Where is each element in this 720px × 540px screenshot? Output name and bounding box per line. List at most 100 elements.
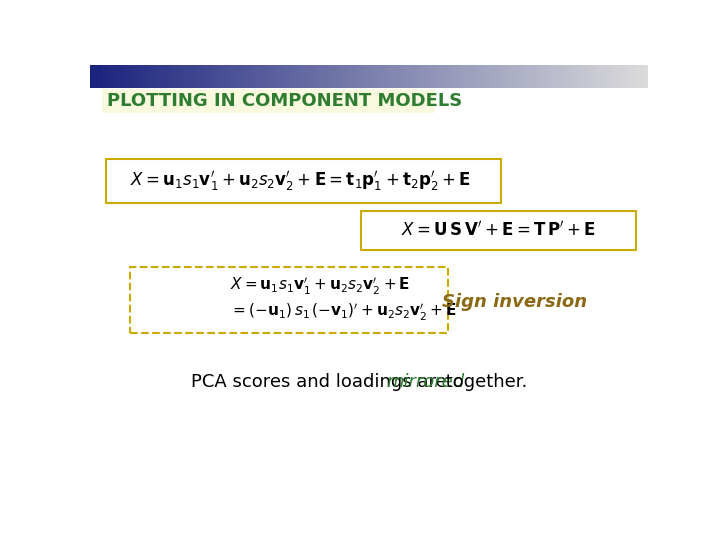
- Bar: [220, 65, 221, 88]
- Bar: [603, 65, 604, 88]
- Bar: [608, 65, 609, 88]
- Bar: [436, 65, 437, 88]
- Bar: [634, 65, 635, 88]
- Bar: [380, 65, 381, 88]
- Bar: [400, 65, 401, 88]
- Bar: [333, 65, 334, 88]
- Bar: [236, 65, 238, 88]
- Bar: [367, 65, 368, 88]
- Bar: [572, 65, 573, 88]
- Bar: [565, 65, 566, 88]
- Bar: [154, 65, 155, 88]
- Bar: [386, 65, 387, 88]
- Bar: [176, 65, 177, 88]
- Bar: [489, 65, 490, 88]
- Bar: [287, 65, 289, 88]
- Bar: [112, 65, 113, 88]
- Bar: [465, 65, 466, 88]
- Text: $X = \mathbf{u}_1 s_1 \mathbf{v}_1' + \mathbf{u}_2 s_2 \mathbf{v}_2' + \mathbf{E: $X = \mathbf{u}_1 s_1 \mathbf{v}_1' + \m…: [230, 276, 410, 297]
- Bar: [393, 65, 394, 88]
- Bar: [641, 65, 642, 88]
- Bar: [502, 65, 503, 88]
- Bar: [392, 65, 393, 88]
- Bar: [217, 65, 218, 88]
- Bar: [590, 65, 591, 88]
- Bar: [353, 65, 354, 88]
- Bar: [456, 65, 457, 88]
- Bar: [113, 65, 114, 88]
- Bar: [561, 65, 562, 88]
- Bar: [637, 65, 638, 88]
- Bar: [626, 65, 627, 88]
- Bar: [600, 65, 601, 88]
- Bar: [250, 65, 251, 88]
- Bar: [200, 65, 201, 88]
- Bar: [226, 65, 228, 88]
- Bar: [201, 65, 202, 88]
- Bar: [441, 65, 442, 88]
- Bar: [334, 65, 335, 88]
- Bar: [183, 65, 184, 88]
- Bar: [599, 65, 600, 88]
- Bar: [583, 65, 584, 88]
- Bar: [471, 65, 472, 88]
- Bar: [452, 65, 453, 88]
- Bar: [332, 65, 333, 88]
- Bar: [518, 65, 519, 88]
- Bar: [631, 65, 632, 88]
- Bar: [617, 65, 618, 88]
- Bar: [532, 65, 533, 88]
- Bar: [536, 65, 537, 88]
- Bar: [109, 65, 110, 88]
- Bar: [412, 65, 413, 88]
- Bar: [381, 65, 382, 88]
- Bar: [103, 65, 104, 88]
- Bar: [374, 65, 375, 88]
- Bar: [373, 65, 374, 88]
- Bar: [467, 65, 468, 88]
- Bar: [238, 65, 239, 88]
- Bar: [149, 65, 150, 88]
- Bar: [150, 65, 151, 88]
- Bar: [311, 65, 312, 88]
- Bar: [174, 65, 175, 88]
- Bar: [500, 65, 502, 88]
- Bar: [345, 65, 346, 88]
- Bar: [269, 65, 270, 88]
- Bar: [339, 65, 340, 88]
- Bar: [263, 65, 264, 88]
- Bar: [198, 65, 199, 88]
- Bar: [496, 65, 497, 88]
- Bar: [289, 65, 290, 88]
- Bar: [559, 65, 560, 88]
- Bar: [286, 65, 287, 88]
- Bar: [384, 65, 385, 88]
- Bar: [178, 65, 179, 88]
- Bar: [628, 65, 629, 88]
- Bar: [418, 65, 419, 88]
- Bar: [594, 65, 595, 88]
- Bar: [114, 65, 116, 88]
- Bar: [568, 65, 569, 88]
- Bar: [107, 65, 108, 88]
- Bar: [231, 65, 232, 88]
- Bar: [97, 65, 98, 88]
- Bar: [102, 65, 103, 88]
- Bar: [191, 65, 192, 88]
- Bar: [498, 65, 499, 88]
- Bar: [224, 65, 225, 88]
- Bar: [578, 65, 579, 88]
- Bar: [354, 65, 355, 88]
- Bar: [432, 65, 433, 88]
- Bar: [362, 65, 363, 88]
- Bar: [331, 65, 332, 88]
- Bar: [459, 65, 461, 88]
- Bar: [636, 65, 637, 88]
- Bar: [267, 65, 269, 88]
- Bar: [451, 65, 452, 88]
- Bar: [547, 65, 548, 88]
- Bar: [588, 65, 589, 88]
- Bar: [343, 65, 344, 88]
- Bar: [232, 65, 233, 88]
- Bar: [401, 65, 402, 88]
